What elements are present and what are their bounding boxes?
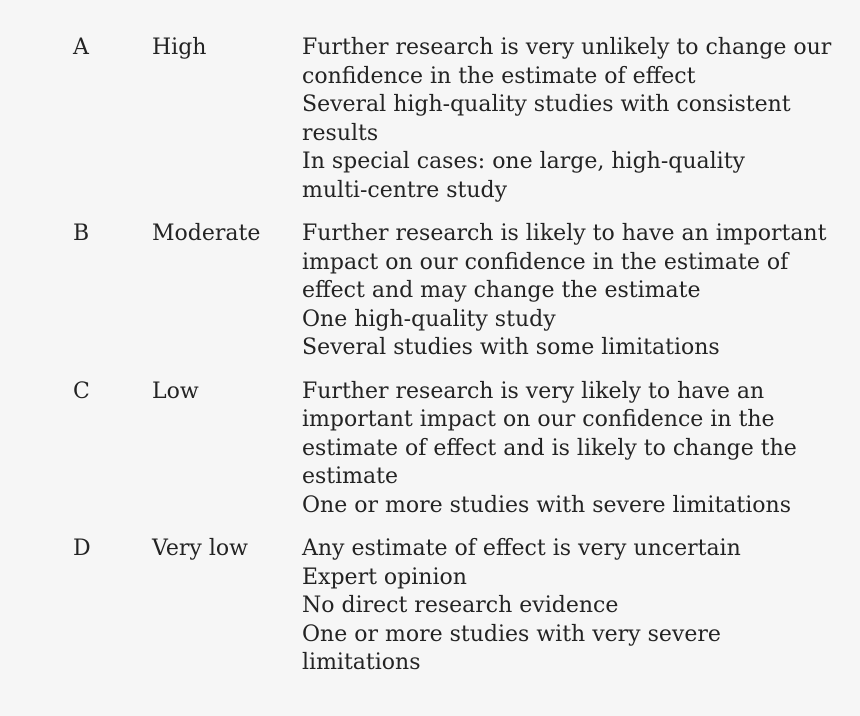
description-line: Several studies with some limitations: [302, 335, 720, 360]
grade-letter: B: [73, 221, 90, 246]
description-line: No direct research evidence: [302, 593, 619, 618]
description-line: multi-centre study: [302, 177, 508, 203]
description-item: Further research is likely to have an im…: [302, 220, 827, 306]
description-line: Expert opinion: [302, 564, 467, 590]
description-item: One high-quality study: [302, 306, 812, 335]
grade-letter: D: [73, 536, 91, 561]
description-line: Further research is very unlikely to cha…: [302, 35, 832, 60]
description-item: Any estimate of effect is very uncertain: [302, 535, 812, 564]
description-item: One or more studies with very severe lim…: [302, 621, 812, 678]
description-cell: Any estimate of effect is very uncertain…: [302, 535, 812, 678]
description-line: One high-quality study: [302, 306, 556, 332]
description-line: One or more studies with very severe: [302, 621, 721, 647]
description-line: effect and may change the estimate: [302, 278, 701, 303]
description-line: Any estimate of effect is very uncertain: [302, 536, 741, 561]
description-line: impact on our confidence in the estimate…: [302, 249, 789, 275]
table-row-grade-d: D Very low Any estimate of effect is ver…: [73, 535, 850, 678]
description-item: Several studies with some limitations: [302, 334, 812, 363]
description-line: limitations: [302, 650, 421, 675]
description-item: Further research is very unlikely to cha…: [302, 34, 832, 91]
description-line: estimate of effect and is likely to chan…: [302, 435, 797, 461]
description-line: One or more studies with severe limitati…: [302, 492, 791, 518]
table-row-grade-b: B Moderate Further research is likely to…: [73, 220, 850, 363]
quality-label: Very low: [152, 536, 248, 561]
quality-label: High: [152, 35, 207, 60]
description-line: results: [302, 120, 379, 146]
description-line: important impact on our confidence in th…: [302, 407, 775, 432]
description-line: Further research is very likely to have …: [302, 378, 765, 404]
grade-letter: A: [73, 35, 89, 60]
description-line: Several high-quality studies with consis…: [302, 92, 791, 117]
description-cell: Further research is very unlikely to cha…: [302, 34, 832, 205]
description-cell: Further research is likely to have an im…: [302, 220, 827, 363]
grade-letter: C: [73, 378, 90, 404]
description-item: No direct research evidence: [302, 592, 812, 621]
description-line: Further research is likely to have an im…: [302, 221, 827, 246]
quality-label: Low: [152, 378, 199, 404]
table-row-grade-a: A High Further research is very unlikely…: [73, 34, 850, 205]
description-item: One or more studies with severe limitati…: [302, 492, 812, 521]
description-line: confidence in the estimate of effect: [302, 63, 696, 89]
description-item: Further research is very likely to have …: [302, 378, 812, 492]
description-item: In special cases: one large, high-qualit…: [302, 148, 812, 205]
table-row-grade-c: C Low Further research is very likely to…: [73, 378, 850, 521]
description-cell: Further research is very likely to have …: [302, 378, 812, 521]
description-item: Expert opinion: [302, 564, 812, 593]
description-line: In special cases: one large, high-qualit…: [302, 149, 745, 174]
description-item: Several high-quality studies with consis…: [302, 91, 812, 148]
description-line: estimate: [302, 464, 399, 489]
quality-label: Moderate: [152, 221, 261, 246]
